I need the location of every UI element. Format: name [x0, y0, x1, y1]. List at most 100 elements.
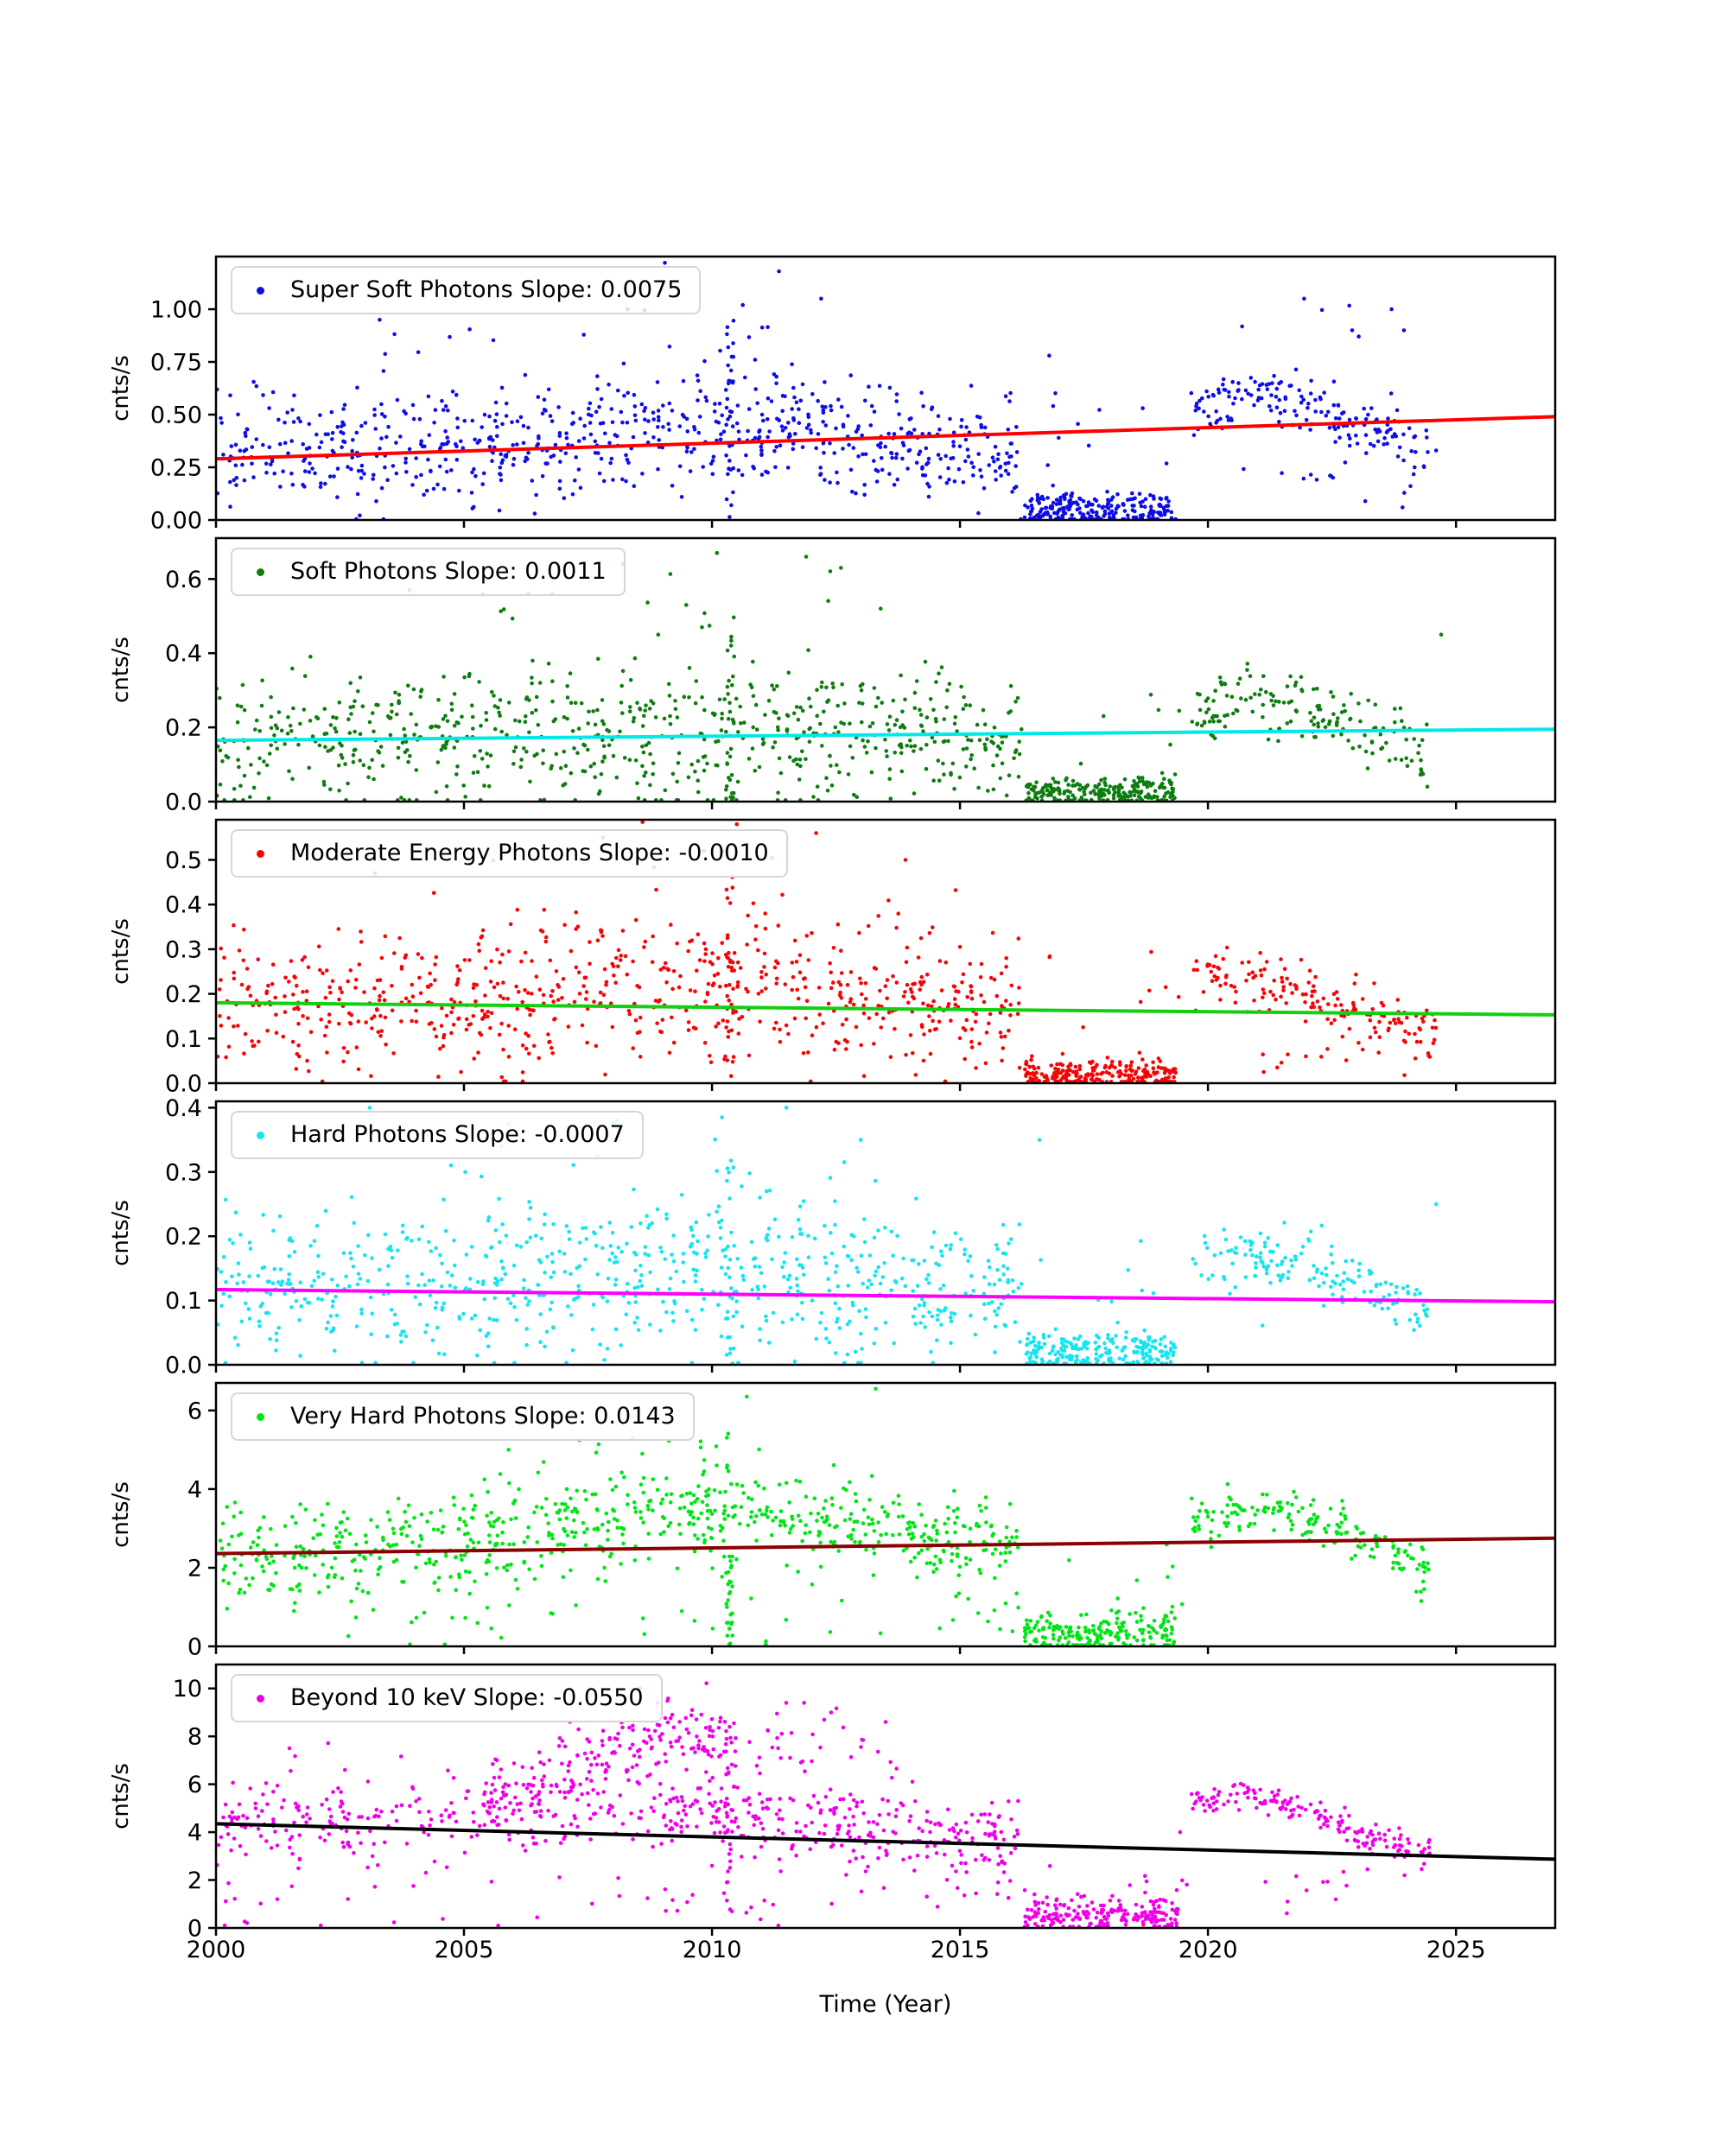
y-tick-label: 0.2 — [165, 1224, 202, 1251]
y-tick-marks: 0.0 0.1 0.2 0.3 0.4 — [165, 1095, 216, 1379]
panel-super-soft: 0.00 0.25 0.50 0.75 1.00 cnts/s Super Soft Ph… — [108, 255, 1557, 535]
trend-line — [216, 1536, 1555, 1556]
y-tick-label: 0.1 — [165, 1026, 202, 1053]
trend-line — [216, 1822, 1555, 1861]
plot-border — [214, 1381, 1557, 1648]
panel-beyond-10kev: 0 2 4 6 8 10 cnts/s Beyond 10 keV Slope: -0.05… — [108, 1663, 1557, 1943]
y-tick-marks: 0.0 0.1 0.2 0.3 0.4 0.5 — [165, 847, 216, 1098]
legend: Hard Photons Slope: -0.0007 — [231, 1111, 644, 1159]
legend-marker-icon — [257, 1412, 264, 1421]
plot-border — [214, 1663, 1557, 1930]
y-axis-title: cnts/s — [108, 1481, 134, 1548]
y-tick-label: 0 — [187, 1634, 202, 1661]
y-axis-title: cnts/s — [108, 637, 134, 703]
y-tick-label: 0 — [187, 1916, 202, 1943]
y-axis-title: cnts/s — [108, 918, 134, 985]
legend: Very Hard Photons Slope: 0.0143 — [231, 1392, 695, 1441]
x-tick-marks — [214, 1646, 1458, 1654]
y-tick-label: 0.1 — [165, 1288, 202, 1315]
y-tick-marks: 0.0 0.2 0.4 0.6 — [165, 567, 216, 816]
y-tick-label: 0.0 — [165, 1353, 202, 1379]
plot-border — [214, 818, 1557, 1085]
legend-marker-icon — [257, 286, 264, 295]
y-tick-label: 4 — [187, 1476, 202, 1503]
legend: Super Soft Photons Slope: 0.0075 — [231, 266, 702, 314]
x-axis-tick-labels: 2000 2005 2010 2015 2020 2025 — [0, 1938, 1728, 1968]
y-axis-title: cnts/s — [108, 355, 134, 422]
legend-marker-icon — [257, 849, 264, 858]
x-tick-marks — [214, 1365, 1458, 1373]
panel-hard: 0.0 0.1 0.2 0.3 0.4 cnts/s Hard Photons Slope… — [108, 1095, 1557, 1379]
y-tick-label: 0.75 — [150, 350, 202, 377]
legend: Moderate Energy Photons Slope: -0.0010 — [231, 829, 788, 878]
plot-border — [214, 1100, 1557, 1367]
y-tick-label: 0.4 — [165, 641, 202, 668]
y-tick-label: 0.25 — [150, 455, 202, 482]
y-tick-label: 1.00 — [150, 297, 202, 324]
y-axis-title: cnts/s — [108, 1763, 134, 1829]
legend: Soft Photons Slope: 0.0011 — [231, 548, 626, 596]
panel-plot: 0.0 0.1 0.2 0.3 0.4 cnts/s — [108, 1095, 1557, 1379]
y-tick-marks: 0.00 0.25 0.50 0.75 1.00 — [150, 297, 216, 535]
trend-line — [216, 415, 1555, 461]
panel-plot: 0.0 0.2 0.4 0.6 cnts/s — [108, 536, 1557, 816]
trend-line — [216, 1000, 1555, 1017]
y-tick-label: 0.0 — [165, 789, 202, 816]
panel-soft: 0.0 0.2 0.4 0.6 cnts/s Soft Photons Slope: 0… — [108, 536, 1557, 816]
trend-line — [216, 727, 1555, 743]
y-tick-label: 0.2 — [165, 715, 202, 742]
legend-label: Beyond 10 keV Slope: -0.0550 — [290, 1684, 644, 1711]
x-tick-label: 2020 — [1178, 1937, 1238, 1963]
x-tick-label: 2025 — [1426, 1937, 1486, 1963]
legend-marker-icon — [257, 1131, 264, 1139]
x-tick-marks — [214, 802, 1458, 809]
y-tick-label: 0.00 — [150, 508, 202, 535]
y-tick-label: 0.0 — [165, 1071, 202, 1098]
y-tick-label: 10 — [173, 1676, 202, 1703]
y-tick-label: 0.3 — [165, 936, 202, 963]
legend-label: Moderate Energy Photons Slope: -0.0010 — [290, 840, 769, 866]
y-axis-title: cnts/s — [108, 1200, 134, 1266]
legend-label: Very Hard Photons Slope: 0.0143 — [290, 1403, 676, 1430]
panel-plot: 0 2 4 6 cnts/s — [108, 1381, 1557, 1661]
panel-plot: 0 2 4 6 8 10 cnts/s — [108, 1663, 1557, 1943]
legend-label: Hard Photons Slope: -0.0007 — [290, 1121, 625, 1148]
panel-moderate: 0.0 0.1 0.2 0.3 0.4 0.5 cnts/s Moderate Energy… — [108, 818, 1557, 1098]
x-tick-label: 2010 — [682, 1937, 742, 1963]
scatter-points — [218, 1386, 1431, 1646]
x-tick-label: 2000 — [186, 1937, 246, 1963]
x-tick-marks — [214, 520, 1458, 528]
x-tick-marks — [214, 1083, 1458, 1091]
panel-very-hard: 0 2 4 6 cnts/s Very Hard Photons Slope: 0.01… — [108, 1381, 1557, 1661]
x-tick-marks — [214, 1928, 1458, 1936]
scatter-points — [216, 261, 1439, 520]
scatter-points — [216, 550, 1444, 802]
legend-label: Super Soft Photons Slope: 0.0075 — [290, 276, 683, 303]
legend-label: Soft Photons Slope: 0.0011 — [290, 558, 607, 585]
y-tick-label: 2 — [187, 1556, 202, 1582]
y-tick-label: 6 — [187, 1772, 202, 1798]
y-tick-label: 8 — [187, 1724, 202, 1751]
y-tick-label: 0.4 — [165, 1095, 202, 1122]
legend-marker-icon — [257, 568, 264, 576]
y-tick-label: 0.50 — [150, 403, 202, 429]
y-tick-label: 0.3 — [165, 1159, 202, 1186]
y-tick-label: 4 — [187, 1820, 202, 1847]
y-tick-label: 2 — [187, 1867, 202, 1894]
y-tick-marks: 0 2 4 6 8 10 — [173, 1676, 216, 1943]
y-tick-marks: 0 2 4 6 — [187, 1398, 216, 1661]
scatter-points — [216, 1681, 1432, 1928]
x-tick-label: 2005 — [434, 1937, 494, 1963]
y-tick-label: 0.5 — [165, 847, 202, 874]
x-axis-title: Time (Year) — [819, 1991, 952, 2018]
plot-border — [214, 255, 1557, 522]
y-tick-label: 6 — [187, 1398, 202, 1424]
legend: Beyond 10 keV Slope: -0.0550 — [231, 1674, 663, 1722]
y-tick-label: 0.2 — [165, 981, 202, 1008]
legend-marker-icon — [257, 1694, 264, 1703]
y-tick-label: 0.6 — [165, 567, 202, 593]
x-tick-label: 2015 — [930, 1937, 990, 1963]
trend-line — [216, 1288, 1555, 1304]
scatter-points — [216, 1106, 1439, 1365]
